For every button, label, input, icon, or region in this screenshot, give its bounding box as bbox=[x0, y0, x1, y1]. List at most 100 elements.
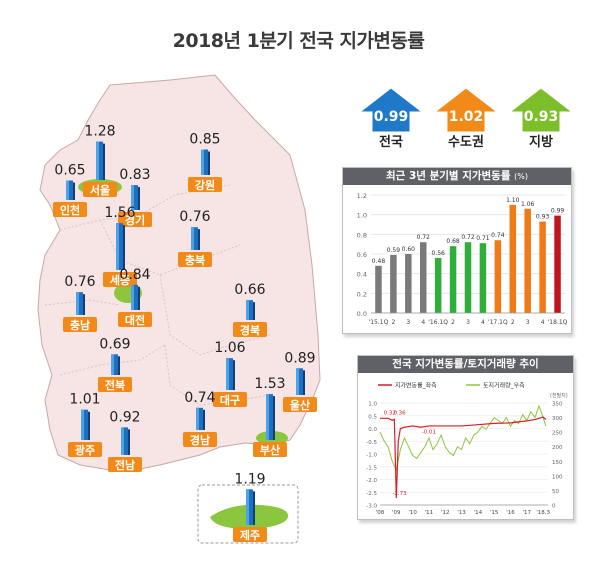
quarter-bar bbox=[405, 254, 412, 313]
quarter-xtick-label: 4 bbox=[481, 319, 485, 326]
quarter-bar-value: 0.72 bbox=[461, 234, 475, 241]
map-value-label: 1.53 bbox=[254, 376, 285, 392]
summary-value: 0.99 bbox=[374, 109, 409, 125]
quarter-bar bbox=[390, 254, 397, 313]
quarter-xtick-label: '15.1Q bbox=[369, 319, 389, 326]
map-region-충북: 0.76 충북 bbox=[178, 209, 212, 267]
map-region-인천: 0.65 인천 bbox=[53, 163, 87, 217]
bar-ytick-label: 1.0 bbox=[357, 212, 367, 220]
bar-ytick-label: 0.8 bbox=[357, 231, 367, 239]
quarter-bar bbox=[434, 257, 442, 313]
map-value-label: 1.06 bbox=[214, 340, 245, 356]
quarter-xtick-label: 2 bbox=[391, 319, 395, 326]
map-value-label: 0.74 bbox=[184, 390, 215, 406]
line-xtick-label: '09 bbox=[392, 510, 401, 516]
map-region-경북: 0.66 경북 bbox=[233, 282, 267, 337]
bar-ytick-label: 0.4 bbox=[357, 271, 367, 279]
map-value-label: 0.83 bbox=[119, 167, 150, 183]
quarter-bar-value: 0.99 bbox=[551, 208, 565, 215]
quarter-bar bbox=[449, 246, 457, 313]
line-yleft-tick: 0.5 bbox=[368, 414, 377, 420]
quarter-xtick-label: 2 bbox=[511, 319, 515, 326]
map-region-전남: 0.92 전남 bbox=[108, 409, 142, 472]
map-region-부산: 1.53 부산 bbox=[253, 376, 287, 457]
quarter-bar-value: 1.06 bbox=[521, 201, 535, 208]
line-yleft-tick: -1.0 bbox=[366, 453, 377, 459]
map-name-label: 경남 bbox=[190, 433, 210, 447]
quarter-xtick-label: 4 bbox=[421, 319, 425, 326]
map-name-label: 경기 bbox=[125, 213, 145, 227]
map-value-label: 1.56 bbox=[104, 205, 135, 221]
line-xtick-label: '18.3 bbox=[536, 510, 550, 516]
map-name-label: 경북 bbox=[240, 323, 260, 337]
line-xtick-label: '10 bbox=[408, 510, 417, 516]
quarter-xtick-label: '17.1Q bbox=[488, 319, 508, 326]
quarter-bar bbox=[494, 240, 502, 313]
line-xtick-label: '12 bbox=[441, 510, 450, 516]
map-value-label: 0.89 bbox=[284, 350, 315, 366]
line-xtick-label: '13 bbox=[457, 510, 466, 516]
map-region-대전: 0.84 대전 bbox=[118, 267, 152, 327]
line-legend-item: 지가변동률_좌측 bbox=[378, 382, 437, 390]
mainland-shape bbox=[37, 74, 321, 471]
map-value-label: 1.01 bbox=[69, 392, 100, 408]
line-xtick-label: '11 bbox=[425, 510, 434, 516]
line-yleft-tick: -2.5 bbox=[366, 491, 377, 497]
map-name-label: 세종 bbox=[110, 273, 130, 287]
quarterly-bar-chart: 0.0 0.2 0.4 0.6 0.8 1.0 1.2 0.48 '15.1Q 0.59 2 0.60… bbox=[357, 192, 568, 326]
quarter-xtick-label: 4 bbox=[541, 319, 545, 326]
line-legend-item: 토지거래량_우측 bbox=[466, 382, 525, 390]
map-region-강원: 0.85 강원 bbox=[188, 132, 222, 192]
map-region-제주: 1.19 제주 bbox=[233, 471, 267, 542]
bar-ytick-label: 0.6 bbox=[357, 251, 367, 259]
quarter-xtick-label: 3 bbox=[406, 319, 410, 326]
map-value-label: 1.19 bbox=[234, 471, 265, 487]
map-region-서울: 1.28 서울 bbox=[83, 124, 117, 197]
map-name-label: 전북 bbox=[105, 378, 125, 392]
map-region-전북: 0.69 전북 bbox=[98, 336, 132, 392]
map-value-label: 0.85 bbox=[189, 132, 220, 148]
map-value-label: 1.28 bbox=[84, 124, 115, 140]
line-yright-tick: 350 bbox=[552, 402, 563, 408]
map-region-충남: 0.76 충남 bbox=[63, 274, 97, 332]
quarter-xtick-label: 3 bbox=[526, 319, 530, 326]
map-name-label: 충남 bbox=[70, 318, 90, 332]
quarter-bar bbox=[539, 221, 546, 313]
map-name-label: 부산 bbox=[260, 443, 280, 457]
quarter-xtick-label: 3 bbox=[466, 319, 470, 326]
quarter-bar-value: 0.71 bbox=[476, 235, 490, 242]
quarter-bar-value: 0.68 bbox=[446, 238, 460, 245]
line-yright-tick: 50 bbox=[552, 489, 559, 495]
quarter-bar bbox=[554, 215, 561, 313]
map-name-label: 대전 bbox=[125, 313, 145, 327]
quarter-bar-value: 0.59 bbox=[387, 247, 401, 254]
page-title: 2018년 1분기 전국 지가변동률 bbox=[172, 30, 425, 52]
quarter-bar bbox=[375, 265, 382, 313]
quarterly-chart-title: 최근 3년 분기별 지가변동률 bbox=[385, 170, 511, 182]
summary-arrow-2: 1.02 수도권 bbox=[431, 86, 501, 152]
line-annotation: -2.73 bbox=[392, 491, 407, 497]
map-name-label: 충북 bbox=[185, 253, 205, 267]
quarter-xtick-label: '18.1Q bbox=[548, 319, 568, 326]
quarter-bar-value: 0.56 bbox=[431, 250, 445, 257]
map-name-label: 제주 bbox=[240, 528, 260, 542]
map-region-광주: 1.01 광주 bbox=[68, 392, 102, 457]
line-yleft-tick: -2.0 bbox=[366, 478, 377, 484]
quarterly-chart-panel: 최근 3년 분기별 지가변동률 (%) 0.0 0.2 0.4 0.6 0.8 1.0 1.… bbox=[342, 167, 572, 334]
summary-arrow-3: 0.93 지방 bbox=[506, 86, 576, 152]
quarterly-chart-unit: (%) bbox=[514, 172, 529, 181]
map-value-label: 0.69 bbox=[99, 336, 130, 352]
map-region-세종: 1.56 세종 bbox=[103, 205, 137, 287]
map-name-label: 광주 bbox=[75, 444, 95, 457]
bar-ytick-label: 0.0 bbox=[357, 310, 367, 318]
quarter-bar bbox=[509, 204, 517, 313]
quarter-bar bbox=[524, 208, 531, 313]
map-value-label: 0.66 bbox=[234, 282, 265, 298]
quarter-bar-value: 0.60 bbox=[402, 246, 416, 253]
bar-ytick-label: 0.2 bbox=[357, 290, 367, 298]
quarter-bar bbox=[464, 242, 472, 313]
map-name-label: 강원 bbox=[195, 178, 215, 192]
quarter-bar-value: 1.10 bbox=[506, 197, 520, 204]
quarter-bar-value: 0.72 bbox=[417, 234, 431, 241]
